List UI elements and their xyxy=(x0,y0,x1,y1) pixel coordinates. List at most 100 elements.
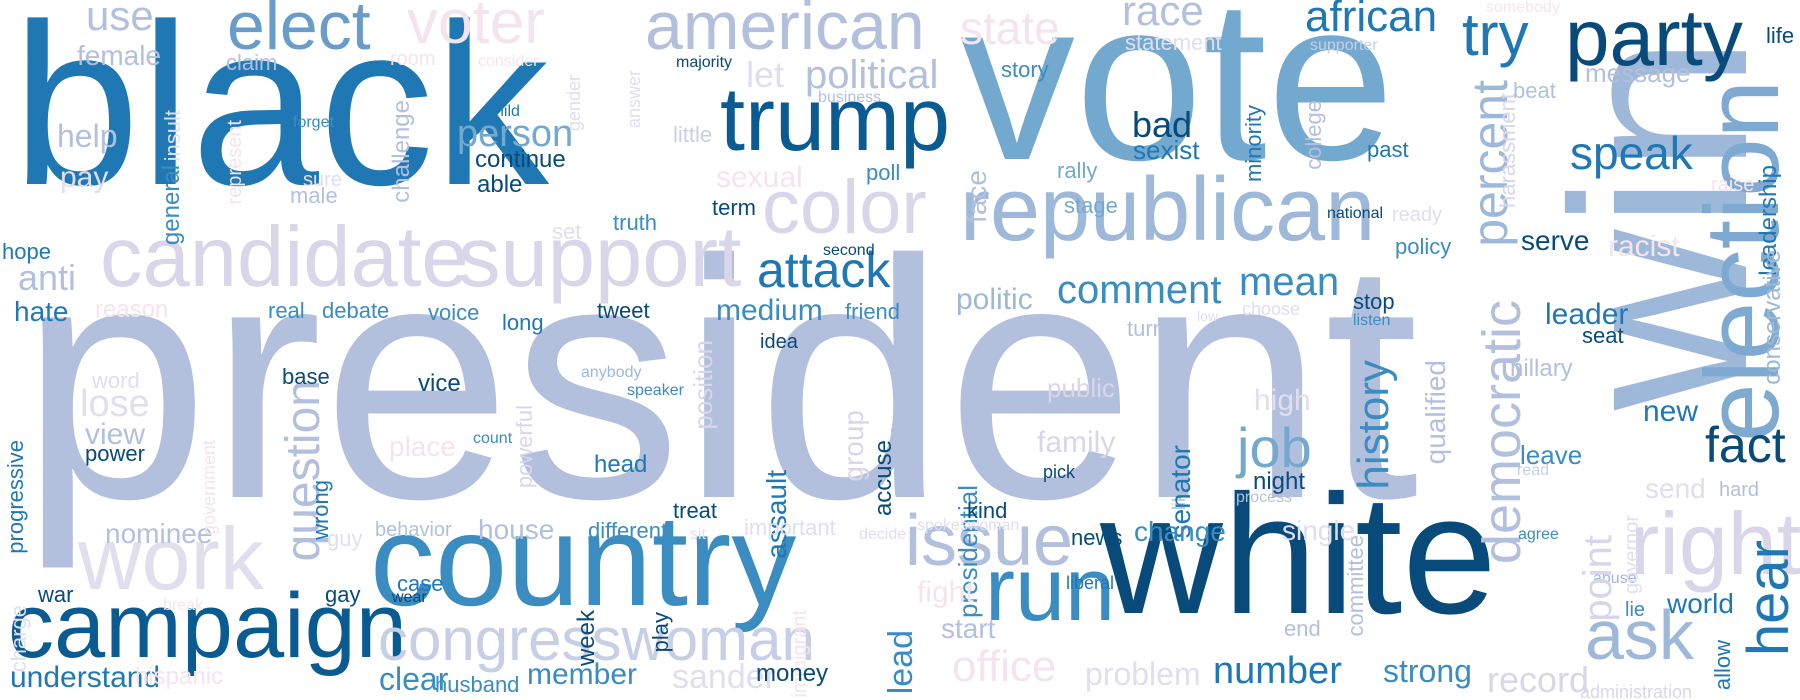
word-beat: beat xyxy=(1513,78,1556,103)
word-guy: guy xyxy=(327,526,363,551)
word-vice: vice xyxy=(418,370,461,397)
word-state: state xyxy=(960,2,1060,54)
word-public: public xyxy=(1047,373,1115,403)
word-little: little xyxy=(673,122,713,147)
word-break: break xyxy=(163,597,204,614)
word-leave: leave xyxy=(1520,440,1583,470)
word-general: general xyxy=(158,165,185,246)
word-abuse: abuse xyxy=(1593,570,1637,587)
word-important: important xyxy=(744,515,836,540)
word-point: point xyxy=(1576,535,1620,622)
word-agree: agree xyxy=(1518,526,1559,543)
word-hope: hope xyxy=(2,239,51,264)
word-conservative: conservative xyxy=(1759,250,1786,385)
word-fact: fact xyxy=(1705,417,1786,473)
word-different: different xyxy=(588,518,668,543)
word-husband: husband xyxy=(435,672,520,697)
word-sexual: sexual xyxy=(716,161,803,194)
word-minority: minority xyxy=(1241,105,1266,183)
word-sexist: sexist xyxy=(1133,135,1200,165)
word-office: office xyxy=(952,642,1057,691)
word-raise: raise xyxy=(1711,174,1755,196)
word-statement: statement xyxy=(1125,30,1222,55)
word-read: read xyxy=(1517,462,1550,479)
word-message: message xyxy=(1585,58,1691,88)
word-change: change xyxy=(1134,516,1226,547)
word-child: child xyxy=(487,103,520,120)
word-sander: sander xyxy=(672,658,776,696)
word-fight: fight xyxy=(917,576,974,609)
word-run: run xyxy=(985,540,1116,640)
word-house: house xyxy=(478,514,555,545)
word-night: night xyxy=(1253,468,1306,495)
word-able: able xyxy=(477,171,523,198)
word-world: world xyxy=(1667,588,1734,619)
word-pick: pick xyxy=(1043,462,1076,482)
word-rally: rally xyxy=(1057,158,1098,183)
word-stop: stop xyxy=(1353,289,1395,314)
word-history: history xyxy=(1349,360,1398,490)
word-vote: vote xyxy=(960,0,1395,208)
word-number: number xyxy=(1213,650,1342,692)
word-group: group xyxy=(838,410,869,482)
word-national: national xyxy=(1327,205,1384,222)
word-qualified: qualified xyxy=(1420,360,1451,465)
word-comment: comment xyxy=(1057,268,1222,312)
word-real: real xyxy=(268,298,305,323)
word-treat: treat xyxy=(673,498,718,523)
word-help: help xyxy=(57,118,118,154)
word-allow: allow xyxy=(1710,640,1735,691)
word-ready: ready xyxy=(1392,204,1443,226)
word-american: american xyxy=(645,0,925,64)
word-turn: turn xyxy=(1127,316,1165,341)
word-college: college xyxy=(1301,100,1326,170)
word-black: black xyxy=(12,0,549,233)
word-progressive: progressive xyxy=(3,440,28,554)
word-politic: politic xyxy=(956,283,1033,316)
word-leader: leader xyxy=(1545,298,1629,331)
word-behavior: behavior xyxy=(375,519,452,541)
word-truth: truth xyxy=(613,210,658,235)
word-end: end xyxy=(1284,616,1321,641)
word-lead: lead xyxy=(882,630,920,695)
word-wear: wear xyxy=(392,589,427,606)
word-hear: hear xyxy=(1736,540,1800,657)
word-understand: understand xyxy=(10,661,161,694)
word-claim: claim xyxy=(226,50,278,75)
word-majority: majority xyxy=(676,54,733,71)
word-base: base xyxy=(282,364,330,389)
word-record: record xyxy=(1487,659,1590,700)
word-charge: charge xyxy=(6,605,31,673)
word-policy: policy xyxy=(1395,234,1452,259)
word-harassment: harassment xyxy=(1495,93,1520,208)
word-business: business xyxy=(818,89,882,106)
word-single: single xyxy=(1282,515,1356,546)
word-answer: answer xyxy=(624,70,644,129)
word-job: job xyxy=(1237,416,1312,479)
word-nominee: nominee xyxy=(105,518,213,549)
word-story: story xyxy=(1001,57,1049,82)
word-choose: choose xyxy=(1242,299,1301,319)
word-speaker: speaker xyxy=(627,382,684,399)
word-care: care xyxy=(885,425,907,464)
word-let: let xyxy=(746,54,785,95)
word-head: head xyxy=(594,451,648,478)
word-democratic: democratic xyxy=(1472,300,1532,565)
word-use: use xyxy=(86,0,154,39)
word-count: count xyxy=(473,430,513,447)
word-try: try xyxy=(1462,1,1529,68)
word-color: color xyxy=(762,165,927,250)
word-party: party xyxy=(1565,0,1743,82)
word-voice: voice xyxy=(428,300,480,325)
word-strong: strong xyxy=(1383,653,1472,689)
word-voter: voter xyxy=(407,0,545,57)
word-serve: serve xyxy=(1521,225,1590,256)
word-sure: sure xyxy=(303,169,342,191)
word-work: work xyxy=(78,509,264,608)
word-play: play xyxy=(648,612,673,653)
word-gay: gay xyxy=(325,582,361,607)
word-lose: lose xyxy=(80,383,150,425)
word-insult: insult xyxy=(160,110,185,162)
word-white: white xyxy=(1100,460,1497,650)
word-past: past xyxy=(1367,137,1409,162)
